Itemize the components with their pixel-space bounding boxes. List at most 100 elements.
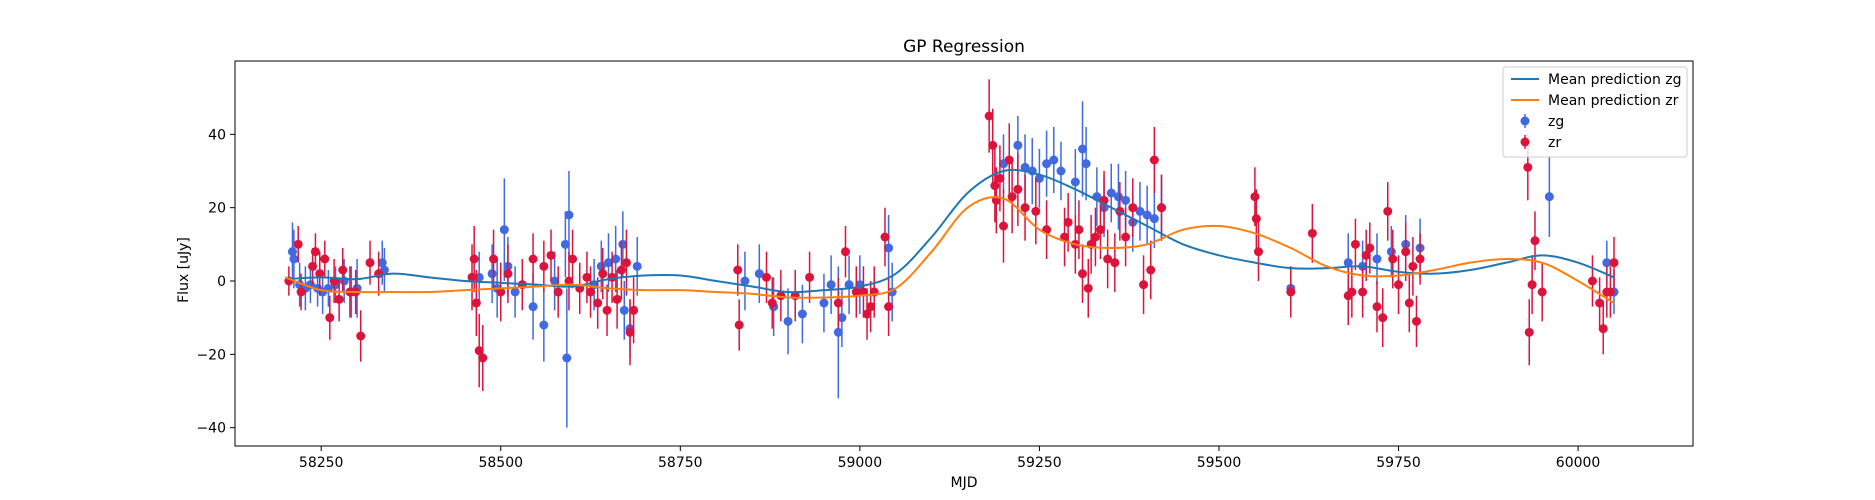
- data-point: [840, 247, 850, 257]
- x-tick-label: 58750: [658, 455, 703, 471]
- data-point: [550, 276, 560, 286]
- series-zr: [284, 79, 1619, 391]
- data-point: [884, 243, 894, 253]
- data-point: [596, 261, 606, 271]
- x-tick-label: 58500: [478, 455, 523, 471]
- data-point: [1095, 225, 1105, 235]
- data-point: [1527, 280, 1537, 290]
- data-point: [1070, 177, 1080, 187]
- data-point: [296, 287, 306, 297]
- series-line-Mean prediction zr: [284, 196, 1615, 304]
- data-point: [1404, 298, 1414, 308]
- data-point: [1587, 276, 1597, 286]
- data-point: [819, 298, 829, 308]
- data-point: [603, 258, 613, 268]
- data-point: [844, 280, 854, 290]
- data-point: [1013, 184, 1023, 194]
- data-point: [1149, 155, 1159, 165]
- data-point: [999, 221, 1009, 231]
- data-point: [320, 254, 330, 264]
- data-point: [1537, 287, 1547, 297]
- data-point: [1007, 192, 1017, 202]
- data-point: [1408, 261, 1418, 271]
- data-point: [602, 305, 612, 315]
- data-point: [1060, 232, 1070, 242]
- data-point: [1103, 254, 1113, 264]
- data-point: [826, 280, 836, 290]
- x-tick-label: 60000: [1556, 455, 1601, 471]
- data-point: [1598, 324, 1608, 334]
- data-point: [767, 298, 777, 308]
- data-point: [984, 111, 994, 121]
- data-point: [539, 320, 549, 330]
- data-point: [1139, 280, 1149, 290]
- data-point: [325, 313, 335, 323]
- data-point: [564, 276, 574, 286]
- data-point: [1121, 232, 1131, 242]
- data-point: [562, 353, 572, 363]
- data-point: [625, 327, 635, 337]
- data-point: [1146, 265, 1156, 275]
- data-point: [469, 254, 479, 264]
- data-point: [1083, 283, 1093, 293]
- data-point: [528, 302, 538, 312]
- data-point: [616, 265, 626, 275]
- data-point: [1401, 247, 1411, 257]
- data-point: [564, 210, 574, 220]
- series-line-Mean prediction zg: [285, 168, 1615, 294]
- legend-swatch: [1520, 116, 1530, 126]
- data-point: [1595, 298, 1605, 308]
- data-point: [310, 247, 320, 257]
- data-point: [618, 239, 628, 249]
- data-point: [1113, 192, 1123, 202]
- data-point: [862, 309, 872, 319]
- data-point: [1081, 159, 1091, 169]
- data-point: [503, 269, 513, 279]
- y-axis-label: Flux [uJy]: [176, 237, 192, 303]
- data-point: [629, 305, 639, 315]
- data-point: [833, 327, 843, 337]
- y-tick-label: −40: [196, 421, 226, 437]
- x-tick-label: 59500: [1197, 455, 1242, 471]
- data-point: [833, 298, 843, 308]
- data-point: [1128, 203, 1138, 213]
- data-point: [1135, 206, 1145, 216]
- data-point: [598, 269, 608, 279]
- data-point: [619, 305, 629, 315]
- x-tick-label: 59750: [1376, 455, 1421, 471]
- data-point: [1049, 155, 1059, 165]
- x-tick-label: 59250: [1017, 455, 1062, 471]
- data-point: [1020, 162, 1030, 172]
- data-point: [1286, 287, 1296, 297]
- data-point: [1106, 188, 1116, 198]
- data-point: [851, 287, 861, 297]
- data-point: [1544, 192, 1554, 202]
- legend-swatch: [1520, 137, 1530, 147]
- data-point: [1020, 203, 1030, 213]
- data-point: [560, 239, 570, 249]
- x-tick-label: 58250: [299, 455, 344, 471]
- y-tick-label: 40: [208, 127, 226, 143]
- plot-frame: [234, 60, 1694, 447]
- legend-label: zr: [1548, 135, 1561, 151]
- data-point: [1394, 280, 1404, 290]
- data-point: [1090, 232, 1100, 242]
- plot-area: [284, 79, 1619, 428]
- data-point: [1605, 287, 1615, 297]
- x-axis-label: MJD: [951, 475, 978, 491]
- data-point: [489, 254, 499, 264]
- data-point: [553, 287, 563, 297]
- data-point: [1372, 254, 1382, 264]
- x-axis: 58250 58500 58750 59000 59250 59500 59750 60000: [299, 446, 1600, 471]
- data-point: [593, 298, 603, 308]
- data-point: [356, 331, 366, 341]
- data-point: [740, 276, 750, 286]
- data-point: [1078, 269, 1088, 279]
- data-point: [611, 254, 621, 264]
- data-point: [1602, 258, 1612, 268]
- data-point: [988, 140, 998, 150]
- data-point: [1250, 192, 1260, 202]
- y-tick-label: 0: [217, 274, 226, 290]
- data-point: [1358, 287, 1368, 297]
- data-point: [478, 353, 488, 363]
